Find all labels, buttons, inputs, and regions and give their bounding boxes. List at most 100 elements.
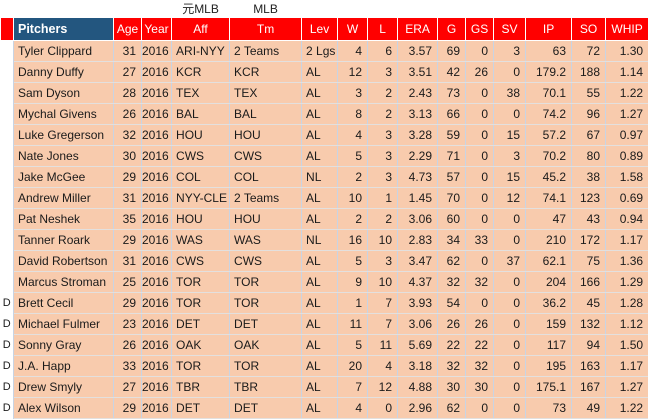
cell-lev[interactable]: NL bbox=[301, 166, 339, 188]
cell-lev[interactable]: AL bbox=[301, 292, 339, 314]
cell-sv[interactable]: 0 bbox=[493, 103, 527, 125]
cell-so[interactable]: 163 bbox=[571, 355, 607, 377]
cell-gs[interactable]: 32 bbox=[465, 355, 495, 377]
cell-w[interactable]: 5 bbox=[337, 250, 369, 272]
cell-age[interactable]: 31 bbox=[113, 187, 142, 209]
cell-sv[interactable]: 3 bbox=[493, 145, 527, 167]
cell-age[interactable]: 31 bbox=[113, 250, 142, 272]
cell-gs[interactable]: 26 bbox=[465, 313, 495, 335]
cell-lev[interactable]: AL bbox=[301, 103, 339, 125]
cell-l[interactable]: 10 bbox=[367, 271, 399, 293]
cell-so[interactable]: 172 bbox=[571, 229, 607, 251]
cell-tm[interactable]: HOU bbox=[229, 208, 303, 230]
cell-whip[interactable]: 0.94 bbox=[605, 208, 648, 230]
cell-so[interactable]: 43 bbox=[571, 208, 607, 230]
cell-ip[interactable]: 70.1 bbox=[525, 82, 573, 104]
cell-age[interactable]: 31 bbox=[113, 40, 142, 62]
cell-tm[interactable]: 2 Teams bbox=[229, 187, 303, 209]
cell-l[interactable]: 11 bbox=[367, 334, 399, 356]
cell-tm[interactable]: TEX bbox=[229, 82, 303, 104]
cell-sv[interactable]: 0 bbox=[493, 229, 527, 251]
cell-ip[interactable]: 210 bbox=[525, 229, 573, 251]
cell-gs[interactable]: 0 bbox=[465, 187, 495, 209]
cell-sv[interactable]: 3 bbox=[493, 40, 527, 62]
cell-gs[interactable]: 0 bbox=[465, 145, 495, 167]
cell-aff[interactable]: COL bbox=[171, 166, 231, 188]
cell-year[interactable]: 2016 bbox=[141, 124, 173, 146]
cell-era[interactable]: 4.73 bbox=[397, 166, 439, 188]
cell-so[interactable]: 49 bbox=[571, 397, 607, 419]
cell-ip[interactable]: 117 bbox=[525, 334, 573, 356]
cell-tm[interactable]: COL bbox=[229, 166, 303, 188]
cell-whip[interactable]: 1.17 bbox=[605, 229, 648, 251]
cell-so[interactable]: 166 bbox=[571, 271, 607, 293]
cell-gs[interactable]: 32 bbox=[465, 271, 495, 293]
cell-year[interactable]: 2016 bbox=[141, 166, 173, 188]
cell-so[interactable]: 67 bbox=[571, 124, 607, 146]
cell-sv[interactable]: 15 bbox=[493, 124, 527, 146]
cell-era[interactable]: 3.18 bbox=[397, 355, 439, 377]
cell-year[interactable]: 2016 bbox=[141, 376, 173, 398]
cell-pitcher-name[interactable]: Nate Jones bbox=[13, 145, 114, 167]
cell-aff[interactable]: BAL bbox=[171, 103, 231, 125]
cell-w[interactable]: 2 bbox=[337, 166, 369, 188]
column-header-year[interactable]: Year bbox=[140, 17, 173, 41]
cell-age[interactable]: 26 bbox=[113, 334, 142, 356]
cell-pitcher-name[interactable]: Alex Wilson bbox=[13, 397, 114, 419]
cell-aff[interactable]: TOR bbox=[171, 271, 231, 293]
cell-l[interactable]: 12 bbox=[367, 376, 399, 398]
cell-tm[interactable]: BAL bbox=[229, 103, 303, 125]
cell-so[interactable]: 167 bbox=[571, 376, 607, 398]
cell-aff[interactable]: CWS bbox=[171, 145, 231, 167]
cell-whip[interactable]: 1.27 bbox=[605, 376, 648, 398]
cell-era[interactable]: 3.28 bbox=[397, 124, 439, 146]
column-header-lev[interactable]: Lev bbox=[301, 17, 339, 41]
cell-era[interactable]: 5.69 bbox=[397, 334, 439, 356]
cell-pitcher-name[interactable]: Tyler Clippard bbox=[13, 40, 114, 62]
cell-whip[interactable]: 1.36 bbox=[605, 250, 648, 272]
cell-sv[interactable]: 12 bbox=[493, 187, 527, 209]
band-former-mlb[interactable]: 元MLB bbox=[171, 0, 231, 18]
cell-sv[interactable]: 37 bbox=[493, 250, 527, 272]
cell-pitcher-name[interactable]: Mychal Givens bbox=[13, 103, 114, 125]
cell-gs[interactable]: 0 bbox=[465, 250, 495, 272]
cell-whip[interactable]: 1.12 bbox=[605, 313, 648, 335]
cell-year[interactable]: 2016 bbox=[141, 271, 173, 293]
cell-era[interactable]: 2.29 bbox=[397, 145, 439, 167]
cell-gs[interactable]: 0 bbox=[465, 103, 495, 125]
cell-aff[interactable]: TOR bbox=[171, 292, 231, 314]
cell-ip[interactable]: 62.1 bbox=[525, 250, 573, 272]
cell-w[interactable]: 10 bbox=[337, 187, 369, 209]
cell-w[interactable]: 8 bbox=[337, 103, 369, 125]
cell-l[interactable]: 2 bbox=[367, 208, 399, 230]
cell-lev[interactable]: AL bbox=[301, 355, 339, 377]
cell-ip[interactable]: 63 bbox=[525, 40, 573, 62]
cell-g[interactable]: 32 bbox=[437, 355, 467, 377]
cell-era[interactable]: 1.45 bbox=[397, 187, 439, 209]
cell-sv[interactable]: 38 bbox=[493, 82, 527, 104]
column-header-pitchers[interactable]: Pitchers bbox=[13, 17, 114, 41]
cell-gs[interactable]: 0 bbox=[465, 208, 495, 230]
cell-pitcher-name[interactable]: Luke Gregerson bbox=[13, 124, 114, 146]
cell-lev[interactable]: AL bbox=[301, 124, 339, 146]
cell-age[interactable]: 29 bbox=[113, 166, 142, 188]
column-header-age[interactable]: Age bbox=[113, 17, 142, 41]
cell-gs[interactable]: 0 bbox=[465, 40, 495, 62]
cell-l[interactable]: 0 bbox=[367, 397, 399, 419]
column-header-aff[interactable]: Aff bbox=[171, 17, 231, 41]
cell-age[interactable]: 29 bbox=[113, 292, 142, 314]
cell-ip[interactable]: 73 bbox=[525, 397, 573, 419]
cell-gs[interactable]: 0 bbox=[465, 82, 495, 104]
cell-gs[interactable]: 0 bbox=[465, 397, 495, 419]
cell-w[interactable]: 7 bbox=[337, 376, 369, 398]
cell-w[interactable]: 3 bbox=[337, 82, 369, 104]
cell-g[interactable]: 30 bbox=[437, 376, 467, 398]
cell-sv[interactable]: 0 bbox=[493, 397, 527, 419]
cell-whip[interactable]: 0.97 bbox=[605, 124, 648, 146]
cell-era[interactable]: 4.88 bbox=[397, 376, 439, 398]
cell-sv[interactable]: 0 bbox=[493, 292, 527, 314]
cell-w[interactable]: 5 bbox=[337, 145, 369, 167]
cell-aff[interactable]: KCR bbox=[171, 61, 231, 83]
cell-whip[interactable]: 0.89 bbox=[605, 145, 648, 167]
column-header-w[interactable]: W bbox=[337, 17, 369, 41]
